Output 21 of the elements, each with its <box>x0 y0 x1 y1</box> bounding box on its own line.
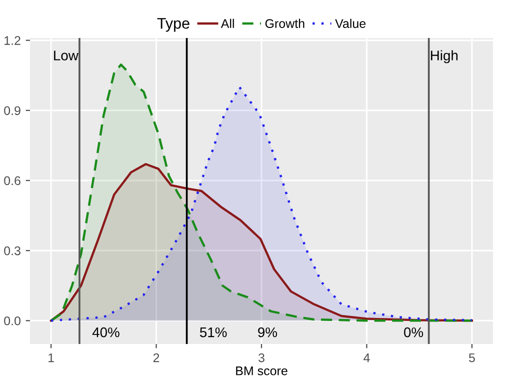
annotation: 51% <box>200 327 227 338</box>
x-tick-label: 1 <box>48 353 54 362</box>
y-tick-label: 0.3 <box>4 246 20 256</box>
annotation: 40% <box>92 327 120 338</box>
ref-line-label: High <box>431 50 458 64</box>
y-tick-label: 1.2 <box>4 36 20 45</box>
legend-label: Value <box>335 18 366 28</box>
annotation: 0% <box>404 327 424 338</box>
legend-label: All <box>220 18 234 28</box>
y-tick-label: 0.0 <box>4 316 20 326</box>
x-tick-label: 4 <box>364 353 370 362</box>
x-axis-title: BM score <box>236 366 288 376</box>
x-tick-label: 3 <box>258 353 264 362</box>
annotation: 9% <box>258 327 278 338</box>
y-tick-label: 0.9 <box>4 106 20 116</box>
x-tick-label: 2 <box>153 353 160 362</box>
ref-line-label: Low <box>54 50 78 60</box>
y-tick-label: 0.6 <box>4 176 20 186</box>
legend-title: Type <box>157 18 190 32</box>
legend-label: Growth <box>265 18 304 28</box>
x-tick-label: 5 <box>468 353 475 362</box>
